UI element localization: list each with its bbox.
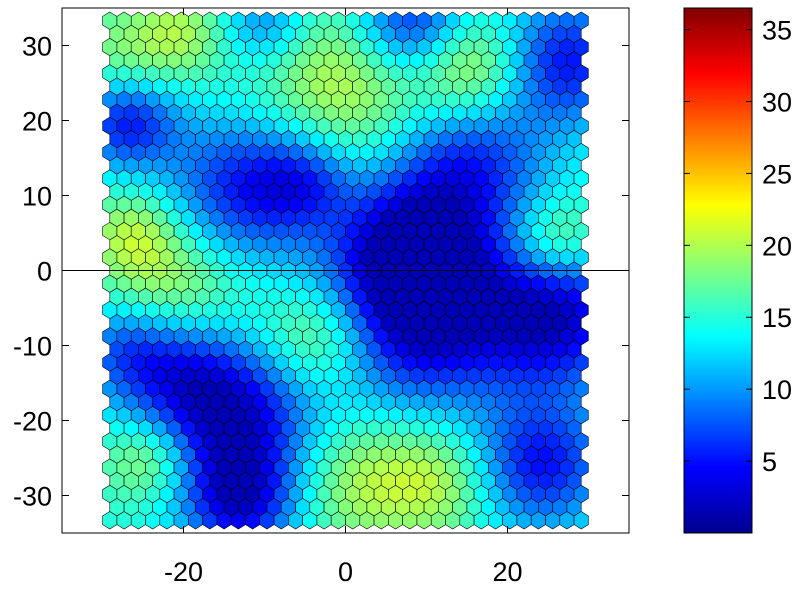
y-tick-label: 30	[22, 32, 52, 62]
y-axis-ticks: 30 20 10 0 -10 -20 -30	[13, 32, 629, 512]
colorbar-tick-label: 30	[762, 87, 792, 117]
x-tick-label: -20	[164, 557, 203, 587]
colorbar-tick-label: 20	[762, 231, 792, 261]
y-tick-label: -20	[13, 407, 52, 437]
y-tick-label: -30	[13, 482, 52, 512]
colorbar-tick-label: 25	[762, 159, 792, 189]
y-tick-label: -10	[13, 332, 52, 362]
y-tick-label: 10	[22, 182, 52, 212]
hex-cell	[573, 11, 589, 30]
x-tick-label: 20	[492, 557, 522, 587]
y-tick-label: 0	[37, 257, 52, 287]
x-tick-label: 0	[338, 557, 353, 587]
colorbar-tick-label: 10	[762, 375, 792, 405]
colorbar-tick-label: 35	[762, 16, 792, 46]
hex-cells	[102, 11, 589, 530]
x-axis-ticks: -20 0 20	[164, 8, 523, 587]
colorbar	[683, 7, 753, 534]
colorbar-tick-label: 15	[762, 303, 792, 333]
colorbar-ticks: 5 10 15 20 25 30 35	[684, 16, 792, 477]
y-tick-label: 20	[22, 107, 52, 137]
colorbar-tick-label: 5	[762, 447, 777, 477]
